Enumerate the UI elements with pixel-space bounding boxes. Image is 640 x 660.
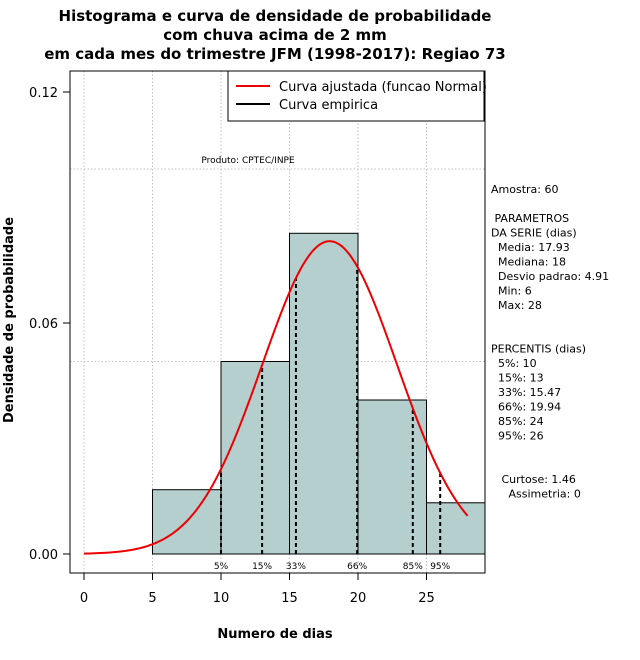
legend-label-empirical: Curva empirica	[279, 98, 378, 113]
y-tick-label: 0.00	[29, 548, 58, 563]
percentile-label: 66%	[347, 562, 367, 572]
stats-line: 5%: 10	[491, 357, 537, 370]
y-axis-title: Densidade de probabilidade	[2, 217, 17, 423]
stats-line: 15%: 13	[491, 372, 544, 385]
stats-line: Mediana: 18	[491, 256, 566, 269]
stats-line: PARAMETROS	[491, 212, 569, 225]
chart-title-line-3: em cada mes do trimestre JFM (1998-2017)…	[44, 45, 506, 63]
product-annotation: Produto: CPTEC/INPE	[201, 156, 295, 166]
stats-line: Max: 28	[491, 299, 542, 312]
stats-panel: Amostra: 60 PARAMETROS DA SERIE (dias) Me…	[491, 183, 609, 501]
percentile-label: 95%	[430, 562, 450, 572]
stats-line: Media: 17.93	[491, 241, 570, 254]
stats-line: 33%: 15.47	[491, 386, 561, 399]
x-tick-label: 20	[350, 591, 367, 606]
stats-line: Curtose: 1.46	[491, 473, 576, 486]
stats-line: PERCENTIS (dias)	[491, 343, 586, 356]
chart-title-line-1: Histograma e curva de densidade de proba…	[59, 7, 492, 25]
x-axis-title: Numero de dias	[217, 627, 333, 642]
stats-line: 95%: 26	[491, 430, 544, 443]
percentile-label: 33%	[286, 562, 306, 572]
histogram-bar	[289, 232, 359, 555]
x-tick-label: 25	[418, 591, 435, 606]
x-tick-label: 5	[148, 591, 156, 606]
normal-fit-curve	[83, 240, 469, 555]
stats-line: 66%: 19.94	[491, 401, 561, 414]
histogram-bar	[426, 502, 486, 555]
legend: Curva ajustada (funcao Normal) Curva emp…	[227, 70, 487, 122]
legend-box	[227, 70, 485, 122]
stats-line: 85%: 24	[491, 415, 544, 428]
stats-line: Min: 6	[491, 285, 532, 298]
histogram-bar	[357, 399, 427, 555]
x-tick-label: 15	[281, 591, 298, 606]
y-tick-label: 0.12	[29, 86, 58, 101]
percentile-label: 15%	[252, 562, 272, 572]
y-tick-label: 0.06	[29, 317, 58, 332]
stats-line: Assimetria: 0	[491, 488, 581, 501]
percentile-label: 85%	[403, 562, 423, 572]
chart-title-line-2: com chuva acima de 2 mm	[163, 26, 387, 44]
percentile-label: 5%	[214, 562, 229, 572]
x-tick-label: 10	[213, 591, 230, 606]
legend-label-fit: Curva ajustada (funcao Normal)	[279, 80, 487, 95]
stats-line: Desvio padrao: 4.91	[491, 270, 609, 283]
histogram-bar	[220, 361, 290, 555]
x-tick-label: 0	[80, 591, 88, 606]
stats-line: Amostra: 60	[491, 183, 558, 196]
stats-line: DA SERIE (dias)	[491, 227, 577, 240]
